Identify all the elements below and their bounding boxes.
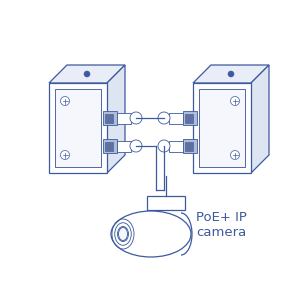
Bar xyxy=(103,111,117,125)
Circle shape xyxy=(228,71,234,77)
Bar xyxy=(105,114,113,123)
Circle shape xyxy=(130,112,142,124)
Circle shape xyxy=(230,151,239,160)
Ellipse shape xyxy=(118,227,127,241)
Polygon shape xyxy=(193,65,269,83)
Circle shape xyxy=(158,112,170,124)
Polygon shape xyxy=(107,65,125,173)
Bar xyxy=(117,141,131,152)
Bar xyxy=(147,196,185,210)
Bar xyxy=(49,83,107,173)
Bar xyxy=(185,114,193,123)
Bar xyxy=(193,83,251,173)
Circle shape xyxy=(230,97,239,106)
Bar xyxy=(117,113,131,124)
Circle shape xyxy=(158,140,170,152)
Bar xyxy=(55,89,101,167)
Bar xyxy=(183,139,197,153)
Polygon shape xyxy=(251,65,269,173)
Bar xyxy=(105,142,113,151)
Bar xyxy=(199,89,245,167)
Bar xyxy=(103,139,117,153)
Circle shape xyxy=(61,151,70,160)
Circle shape xyxy=(84,71,90,77)
Bar xyxy=(169,113,183,124)
Bar xyxy=(185,142,193,151)
Text: PoE+ IP
camera: PoE+ IP camera xyxy=(196,211,247,239)
Bar xyxy=(169,141,183,152)
Ellipse shape xyxy=(111,211,191,257)
Bar xyxy=(183,111,197,125)
Polygon shape xyxy=(49,65,125,83)
Circle shape xyxy=(61,97,70,106)
Circle shape xyxy=(130,140,142,152)
